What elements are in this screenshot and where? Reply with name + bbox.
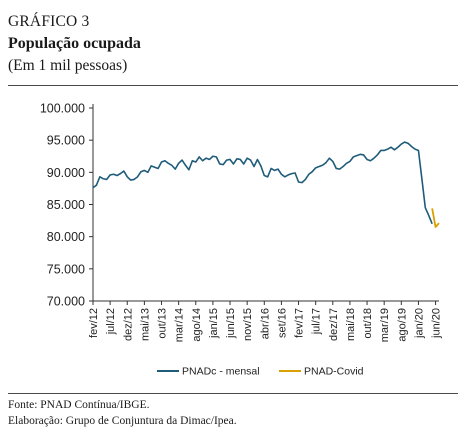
x-tick-label: jan/15 xyxy=(208,308,220,339)
x-tick-label: nov/15 xyxy=(242,308,254,341)
x-tick-label: dez/17 xyxy=(328,308,340,341)
line-chart: 70.000 75.000 80.000 85.000 90.000 95.000 100.… xyxy=(40,102,443,378)
x-tick-label: out/13 xyxy=(157,308,169,339)
y-tick-label: 85.000 xyxy=(47,198,85,212)
x-tick-label: jun/20 xyxy=(431,308,443,339)
x-tick-label: jun/15 xyxy=(225,308,237,339)
x-tick-label: jan/20 xyxy=(413,308,425,339)
chart-title: População ocupada xyxy=(8,35,141,52)
x-tick-label: ago/19 xyxy=(396,308,408,342)
y-axis: 70.000 75.000 80.000 85.000 90.000 95.000 100.… xyxy=(40,102,94,309)
x-tick-label: dez/12 xyxy=(122,308,134,341)
x-axis: fev/12 jul/12 dez/12 mai/13 out/13 mar/14 ago/… xyxy=(88,300,443,342)
x-tick-label: mar/19 xyxy=(379,308,391,342)
chart-label: GRÁFICO 3 xyxy=(8,13,90,30)
x-tick-label: abr/16 xyxy=(259,308,271,339)
x-tick-label: ago/14 xyxy=(191,308,203,342)
series-layer xyxy=(92,141,440,228)
y-tick-label: 70.000 xyxy=(47,295,85,309)
legend-label: PNAD-Covid xyxy=(304,366,364,378)
legend-item-1: PNAD-Covid xyxy=(279,366,364,378)
legend-label: PNADc - mensal xyxy=(182,366,260,378)
x-tick-label: fev/17 xyxy=(294,308,306,338)
x-tick-label: jul/17 xyxy=(311,308,323,335)
x-tick-label: mai/13 xyxy=(139,308,151,341)
series-line-1 xyxy=(431,208,440,228)
legend-item-0: PNADc - mensal xyxy=(157,366,260,378)
legend: PNADc - mensal PNAD-Covid xyxy=(157,366,364,378)
source-note: Fonte: PNAD Contínua/IBGE. xyxy=(8,399,150,411)
x-tick-label: mar/14 xyxy=(174,308,186,342)
x-tick-label: mai/18 xyxy=(345,308,357,341)
y-tick-label: 95.000 xyxy=(47,134,85,148)
y-tick-label: 80.000 xyxy=(47,230,85,244)
y-tick-label: 75.000 xyxy=(47,262,85,276)
bottom-separator xyxy=(8,393,458,394)
series-line-0 xyxy=(92,141,433,225)
x-tick-label: fev/12 xyxy=(88,308,100,338)
credit-note: Elaboração: Grupo de Conjuntura da Dimac… xyxy=(8,415,237,427)
chart-unit: (Em 1 mil pessoas) xyxy=(8,57,128,74)
y-tick-label: 90.000 xyxy=(47,166,85,180)
y-tick-label: 100.000 xyxy=(40,102,85,116)
x-tick-label: jul/12 xyxy=(105,308,117,335)
x-tick-label: out/18 xyxy=(362,308,374,339)
top-separator xyxy=(8,85,458,86)
x-tick-label: set/16 xyxy=(276,308,288,338)
